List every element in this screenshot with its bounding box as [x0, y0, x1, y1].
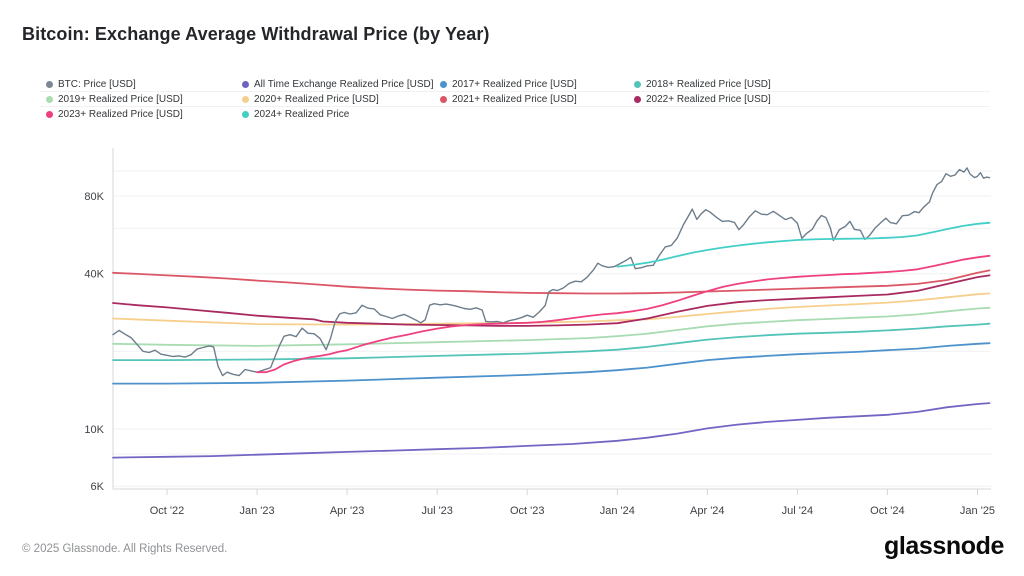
legend-dot-icon — [46, 80, 53, 88]
legend-label: 2021+ Realized Price [USD] — [452, 93, 577, 105]
y-axis-label: 6K — [91, 481, 105, 493]
legend-dot-icon — [440, 95, 447, 103]
x-axis-label: Jan '25 — [960, 505, 995, 517]
series-line-all-time-realized — [112, 402, 991, 459]
series-line-2022-realized — [112, 274, 991, 327]
x-axis-label: Oct '22 — [150, 505, 185, 517]
legend-item-2019-realized-price-usd[interactable]: 2019+ Realized Price [USD] — [40, 94, 236, 105]
series-line-2018-realized — [112, 322, 991, 362]
legend-row: 2019+ Realized Price [USD] 2020+ Realized… — [40, 91, 990, 106]
legend-dot-icon — [242, 110, 249, 118]
legend-dot-icon — [634, 95, 641, 103]
legend-label: All Time Exchange Realized Price [USD] — [254, 78, 434, 90]
legend-dot-icon — [46, 110, 53, 118]
legend-row: 2023+ Realized Price [USD] 2024+ Realized… — [40, 106, 990, 121]
legend-label: 2022+ Realized Price [USD] — [646, 93, 771, 105]
legend-item-2017-realized-price-usd[interactable]: 2017+ Realized Price [USD] — [434, 79, 628, 90]
legend-label: 2018+ Realized Price [USD] — [646, 78, 771, 90]
series-line-2019-realized — [112, 306, 991, 347]
legend-label: 2019+ Realized Price [USD] — [58, 93, 183, 105]
x-axis-label: Apr '23 — [330, 505, 365, 517]
y-axis-label: 40K — [84, 269, 104, 281]
legend-item-all-time-exchange-realized-price-usd[interactable]: All Time Exchange Realized Price [USD] — [236, 79, 434, 90]
legend-label: 2024+ Realized Price — [254, 108, 350, 120]
glassnode-logo: glassnode — [883, 532, 1004, 560]
legend-item-2023-realized-price-usd[interactable]: 2023+ Realized Price [USD] — [40, 109, 236, 120]
legend-dot-icon — [242, 80, 249, 88]
series-line-2017-realized — [112, 342, 991, 385]
legend-item-2018-realized-price-usd[interactable]: 2018+ Realized Price [USD] — [628, 79, 990, 90]
legend-item-2022-realized-price-usd[interactable]: 2022+ Realized Price [USD] — [628, 94, 990, 105]
series-line-2020-realized — [112, 292, 991, 326]
x-axis-label: Apr '24 — [690, 505, 725, 517]
legend-row: BTC: Price [USD] All Time Exchange Realiz… — [40, 77, 990, 91]
series-line-btc-price — [112, 167, 991, 377]
legend-item-2024-realized-price[interactable]: 2024+ Realized Price — [236, 109, 434, 120]
legend-item-2021-realized-price-usd[interactable]: 2021+ Realized Price [USD] — [434, 94, 628, 105]
y-axis-label: 10K — [84, 424, 104, 436]
x-axis-label: Oct '24 — [870, 505, 905, 517]
legend-item-2020-realized-price-usd[interactable]: 2020+ Realized Price [USD] — [236, 94, 434, 105]
legend-label: 2023+ Realized Price [USD] — [58, 108, 183, 120]
legend-dot-icon — [440, 80, 447, 88]
legend-dot-icon — [634, 80, 641, 88]
x-axis-label: Oct '23 — [510, 505, 545, 517]
legend-label: BTC: Price [USD] — [58, 78, 136, 90]
x-axis-label: Jul '23 — [421, 505, 452, 517]
legend: BTC: Price [USD] All Time Exchange Realiz… — [40, 77, 990, 121]
x-axis-label: Jan '23 — [240, 505, 275, 517]
copyright-text: © 2025 Glassnode. All Rights Reserved. — [22, 543, 228, 555]
legend-dot-icon — [242, 95, 249, 103]
series-line-2023-realized — [256, 254, 991, 374]
series-line-2024-realized — [616, 221, 991, 268]
legend-dot-icon — [46, 95, 53, 103]
chart-title: Bitcoin: Exchange Average Withdrawal Pri… — [22, 24, 490, 44]
legend-label: 2017+ Realized Price [USD] — [452, 78, 577, 90]
legend-item-btc-price-usd[interactable]: BTC: Price [USD] — [40, 79, 236, 90]
y-axis-label: 80K — [84, 191, 104, 203]
series-line-2021-realized — [112, 269, 991, 295]
x-axis-label: Jul '24 — [782, 505, 813, 517]
legend-label: 2020+ Realized Price [USD] — [254, 93, 379, 105]
x-axis-label: Jan '24 — [600, 505, 635, 517]
